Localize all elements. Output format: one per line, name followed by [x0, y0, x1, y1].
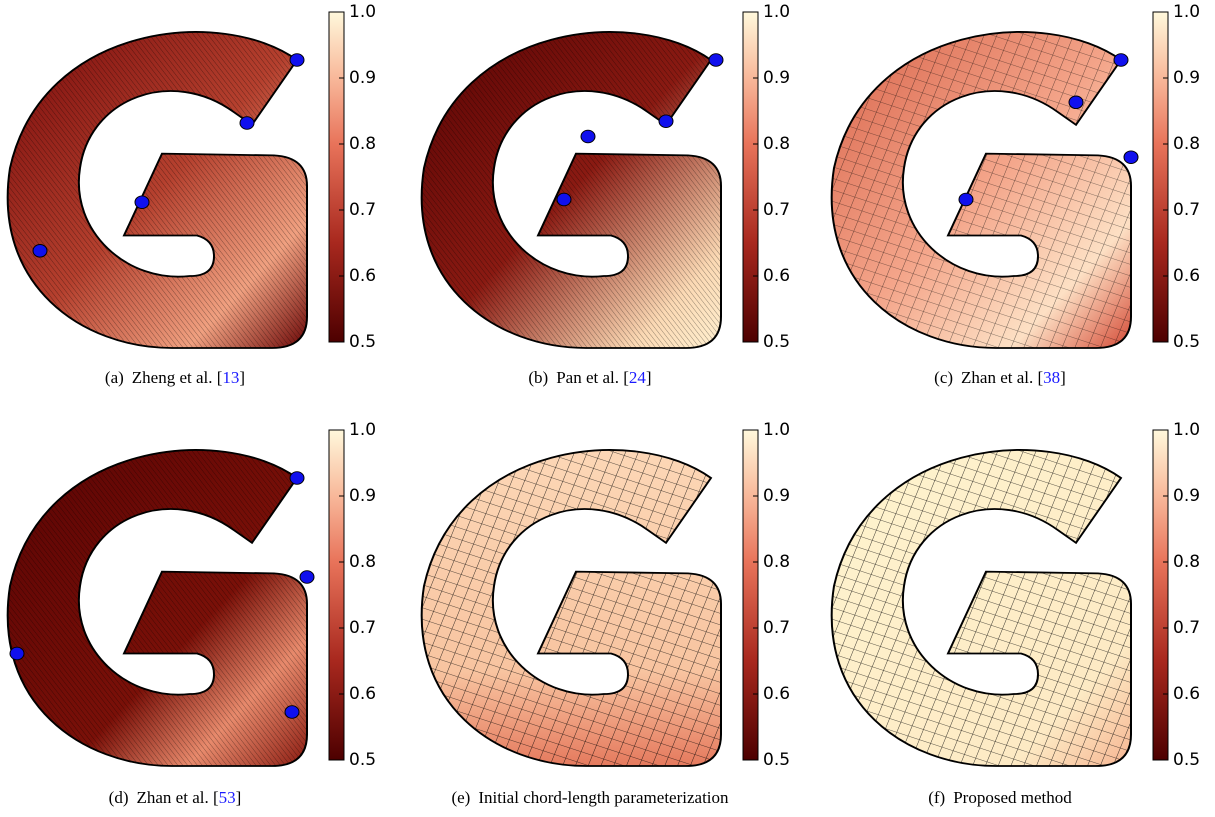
caption-end: ] — [1060, 368, 1066, 387]
colorbar-label: 0.9 — [763, 68, 790, 88]
caption-text: Zhan et al. [ — [961, 368, 1043, 387]
colorbar-label: 0.6 — [1173, 684, 1200, 704]
caption-label: (a) — [105, 368, 124, 387]
caption: (d) Zhan et al. [53] — [109, 788, 242, 807]
colorbar-label: 1.0 — [763, 2, 790, 22]
control-point — [709, 54, 723, 67]
caption-text: Initial chord-length parameterization — [478, 788, 729, 807]
panel — [806, 0, 1166, 375]
colorbar-label: 0.9 — [763, 486, 790, 506]
colorbar-label: 0.6 — [763, 684, 790, 704]
colorbar-label: 0.7 — [349, 200, 376, 220]
control-point — [1114, 54, 1128, 67]
colorbar-label: 0.9 — [349, 68, 376, 88]
control-point — [135, 196, 149, 209]
colorbar — [1153, 12, 1168, 342]
control-point — [1069, 96, 1083, 109]
colorbar-label: 1.0 — [349, 420, 376, 440]
colorbar-label: 0.7 — [349, 618, 376, 638]
caption-label: (b) — [528, 368, 548, 387]
control-point — [290, 472, 304, 485]
caption-text: Proposed method — [953, 788, 1072, 807]
panel — [396, 415, 756, 793]
colorbar — [329, 430, 344, 760]
caption: (f) Proposed method — [928, 788, 1072, 807]
control-point — [290, 54, 304, 67]
colorbar-label: 0.6 — [763, 266, 790, 286]
control-point — [10, 647, 24, 660]
mesh-grid — [396, 0, 756, 375]
colorbar-label: 0.5 — [1173, 750, 1200, 770]
colorbar-label: 0.5 — [349, 750, 376, 770]
colorbar-label: 0.6 — [349, 684, 376, 704]
colorbar — [1153, 430, 1168, 760]
colorbar — [743, 430, 758, 760]
panel — [0, 0, 342, 375]
control-point — [581, 130, 595, 143]
control-point — [300, 571, 314, 584]
caption: (c) Zhan et al. [38] — [934, 368, 1066, 387]
caption-end: ] — [236, 788, 242, 807]
panel — [806, 415, 1166, 793]
colorbar-label: 1.0 — [349, 2, 376, 22]
caption-label: (f) — [928, 788, 945, 807]
colorbar-label: 0.8 — [1173, 134, 1200, 154]
colorbar-label: 1.0 — [763, 420, 790, 440]
colorbar-label: 0.6 — [1173, 266, 1200, 286]
caption-text: Zheng et al. [ — [132, 368, 223, 387]
colorbar-label: 0.7 — [1173, 618, 1200, 638]
control-point — [240, 117, 254, 130]
mesh-grid — [806, 0, 1166, 375]
control-point — [1124, 151, 1138, 164]
caption-text: Pan et al. [ — [556, 368, 629, 387]
citation: 38 — [1043, 368, 1060, 387]
colorbar-label: 0.8 — [763, 552, 790, 572]
colorbar — [329, 12, 344, 342]
control-point — [33, 245, 47, 258]
mesh-grid — [0, 415, 342, 793]
citation: 24 — [629, 368, 647, 387]
citation: 53 — [219, 788, 236, 807]
colorbar-label: 0.8 — [349, 552, 376, 572]
caption: (a) Zheng et al. [13] — [105, 368, 245, 387]
colorbar-label: 0.5 — [763, 750, 790, 770]
colorbar-label: 0.7 — [763, 618, 790, 638]
control-point — [659, 115, 673, 128]
caption-label: (c) — [934, 368, 953, 387]
caption-text: Zhan et al. [ — [137, 788, 219, 807]
colorbar-label: 0.9 — [1173, 486, 1200, 506]
caption: (e) Initial chord-length parameterization — [451, 788, 729, 807]
colorbar-label: 1.0 — [1173, 2, 1200, 22]
caption-label: (d) — [109, 788, 129, 807]
caption-end: ] — [239, 368, 245, 387]
colorbar-label: 0.8 — [349, 134, 376, 154]
figure: 0.5 0.6 0.7 0.8 0.9 1.0 (a) Zheng et al. [13] 0.… — [0, 0, 1215, 817]
colorbar-label: 0.9 — [349, 486, 376, 506]
citation: 13 — [222, 368, 239, 387]
colorbar-label: 0.7 — [1173, 200, 1200, 220]
control-point — [557, 193, 571, 206]
colorbar-label: 0.5 — [349, 332, 376, 352]
caption-end: ] — [646, 368, 652, 387]
panel — [396, 0, 756, 375]
caption-label: (e) — [451, 788, 470, 807]
colorbar-label: 0.8 — [763, 134, 790, 154]
colorbar-label: 0.7 — [763, 200, 790, 220]
panel — [0, 415, 342, 793]
colorbar-label: 0.5 — [763, 332, 790, 352]
control-point — [285, 706, 299, 719]
caption: (b) Pan et al. [24] — [528, 368, 651, 387]
colorbar — [743, 12, 758, 342]
colorbar-label: 0.8 — [1173, 552, 1200, 572]
colorbar-label: 0.9 — [1173, 68, 1200, 88]
colorbar-label: 0.6 — [349, 266, 376, 286]
colorbar-label: 0.5 — [1173, 332, 1200, 352]
colorbar-label: 1.0 — [1173, 420, 1200, 440]
control-point — [959, 193, 973, 206]
